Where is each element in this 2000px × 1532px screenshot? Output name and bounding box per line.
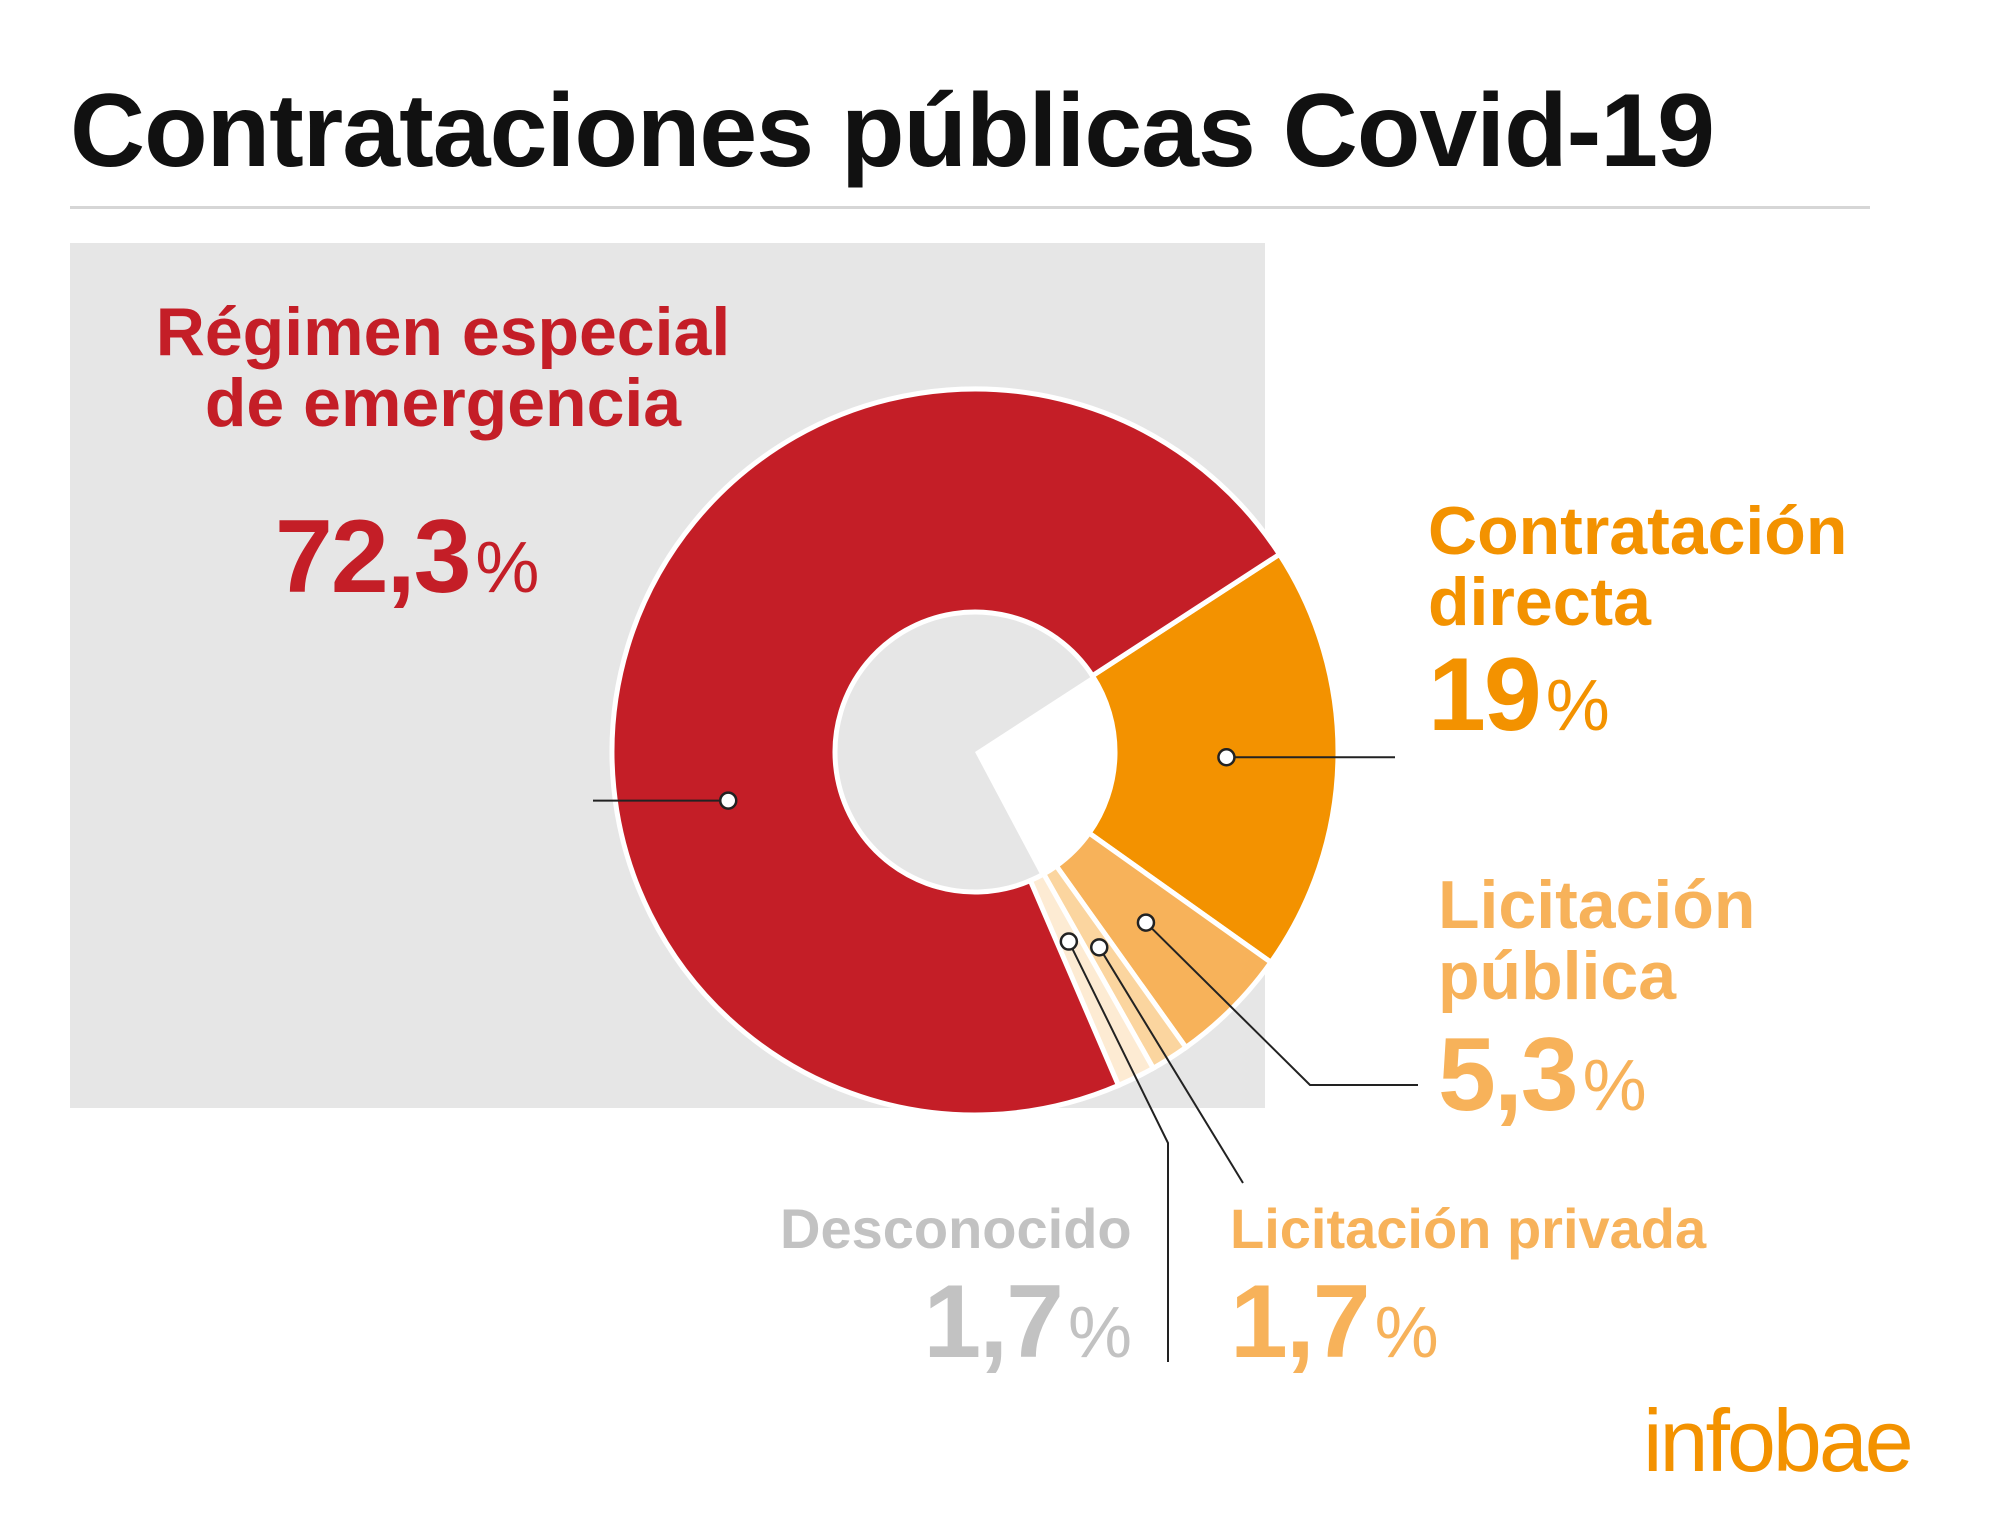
marker-contratacion bbox=[1217, 748, 1236, 767]
label-contratacion-directa: Contratación directa bbox=[1428, 493, 1848, 641]
category-line-2: directa bbox=[1428, 564, 1651, 641]
title-divider bbox=[70, 206, 1870, 209]
percent-sign: % bbox=[1067, 1293, 1132, 1373]
value-number: 72,3 bbox=[275, 499, 471, 615]
category-line-1: Licitación privada bbox=[1230, 1197, 1707, 1260]
marker-licitacion-publica bbox=[1136, 913, 1156, 932]
donut-notch bbox=[975, 673, 1119, 880]
value-regimen-especial: 72,3% bbox=[275, 505, 539, 609]
value-desconocido: 1,7% bbox=[780, 1270, 1132, 1374]
category-line-1: Licitación bbox=[1438, 867, 1756, 943]
value-contratacion-directa: 19% bbox=[1428, 643, 1610, 747]
percent-sign: % bbox=[1374, 1293, 1439, 1373]
chart-title: Contrataciones públicas Covid-19 bbox=[70, 73, 1715, 189]
label-licitacion-privada: Licitación privada bbox=[1230, 1197, 1707, 1260]
value-number: 1,7 bbox=[923, 1264, 1064, 1380]
leader-line-desconocido bbox=[1067, 941, 1169, 1362]
slice-0 bbox=[609, 386, 1283, 1118]
leader-line-licitacion-publica bbox=[1145, 921, 1418, 1086]
category-line-2: pública bbox=[1438, 938, 1677, 1015]
value-number: 5,3 bbox=[1438, 1017, 1579, 1133]
value-licitacion-privada: 1,7% bbox=[1230, 1270, 1439, 1374]
value-number: 1,7 bbox=[1230, 1264, 1371, 1380]
value-number: 19 bbox=[1428, 637, 1542, 753]
marker-licitacion-privada bbox=[1089, 938, 1109, 957]
leader-line-licitacion-privada bbox=[1098, 946, 1244, 1184]
category-line-1: Régimen especial bbox=[155, 294, 731, 370]
slice-1 bbox=[1085, 550, 1341, 966]
percent-sign: % bbox=[1582, 1046, 1647, 1126]
percent-sign: % bbox=[1545, 666, 1610, 746]
category-line-1: Contratación bbox=[1428, 493, 1848, 569]
category-line-1: Desconocido bbox=[780, 1197, 1132, 1260]
marker-desconocido bbox=[1059, 932, 1079, 951]
value-licitacion-publica: 5,3% bbox=[1438, 1023, 1647, 1127]
label-regimen-especial: Régimen especial de emergencia bbox=[103, 294, 783, 442]
label-desconocido: Desconocido bbox=[780, 1197, 1132, 1260]
category-line-2: de emergencia bbox=[204, 365, 682, 442]
infobae-logo: infobae bbox=[1643, 1391, 1914, 1490]
label-licitacion-publica: Licitación pública bbox=[1438, 867, 1756, 1015]
percent-sign: % bbox=[475, 528, 539, 608]
marker-regimen bbox=[718, 791, 738, 810]
